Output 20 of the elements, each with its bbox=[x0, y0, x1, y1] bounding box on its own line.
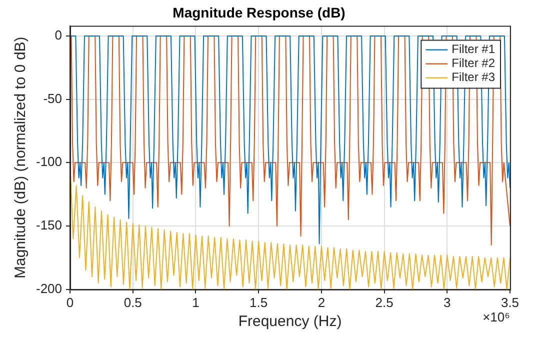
x-tick-label: 3 bbox=[444, 294, 451, 310]
y-tick-label: -50 bbox=[43, 90, 62, 106]
x-tick-label: 0 bbox=[66, 294, 74, 310]
y-axis-title: Magnitude (dB) (normalized to 0 dB) bbox=[12, 36, 30, 278]
legend-label: Filter #1 bbox=[452, 42, 496, 56]
y-tick-label: -150 bbox=[36, 218, 62, 233]
legend-label: Filter #2 bbox=[452, 56, 496, 70]
text: ×10⁶ bbox=[482, 309, 510, 324]
x-tick-label: 0.5 bbox=[124, 294, 142, 310]
y-tick-label: 0 bbox=[54, 28, 62, 43]
x-axis-title: Frequency (Hz) bbox=[238, 313, 342, 330]
legend-label: Filter #3 bbox=[452, 70, 496, 84]
x-tick-label: 1.5 bbox=[250, 294, 268, 310]
x-tick-label: 3.5 bbox=[500, 294, 520, 310]
x-tick-label: 2.5 bbox=[375, 294, 394, 310]
x-tick-label: 1 bbox=[192, 294, 200, 310]
y-tick-label: -200 bbox=[36, 280, 62, 296]
x-tick-label: 2 bbox=[318, 294, 326, 310]
y-tick-label: -100 bbox=[36, 154, 62, 170]
chart-title: Magnitude Response (dB) bbox=[172, 4, 346, 20]
